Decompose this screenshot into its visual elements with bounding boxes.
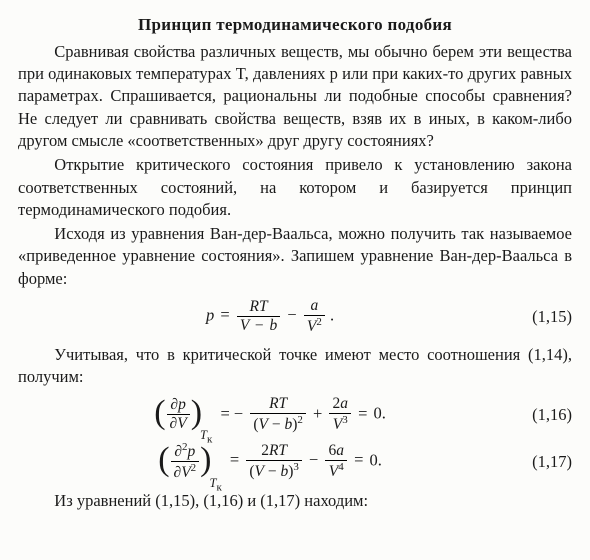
paragraph-3: Исходя из уравнения Ван-дер-Ваальса, мож…	[18, 223, 572, 290]
paragraph-5: Из уравнений (1,15), (1,16) и (1,17) нах…	[18, 490, 572, 512]
section-title: Принцип термодинамического подобия	[18, 14, 572, 37]
equation-number: (1,15)	[522, 306, 572, 328]
equation-number: (1,16)	[522, 404, 572, 426]
paragraph-2: Открытие критического состояния привело …	[18, 154, 572, 221]
equation-1-16: (∂p∂V)Tк = − RT(V − b)2 + 2aV3 = 0. (1,1…	[18, 396, 572, 434]
equation-number: (1,17)	[522, 451, 572, 473]
equation-1-15: p = RTV − b − aV2 . (1,15)	[18, 298, 572, 336]
paragraph-4: Учитывая, что в критической точке имеют …	[18, 344, 572, 389]
paragraph-1: Сравнивая свойства различных веществ, мы…	[18, 41, 572, 152]
equation-1-17: (∂2p∂V2)Tк = 2RT(V − b)3 − 6aV4 = 0. (1,…	[18, 442, 572, 482]
